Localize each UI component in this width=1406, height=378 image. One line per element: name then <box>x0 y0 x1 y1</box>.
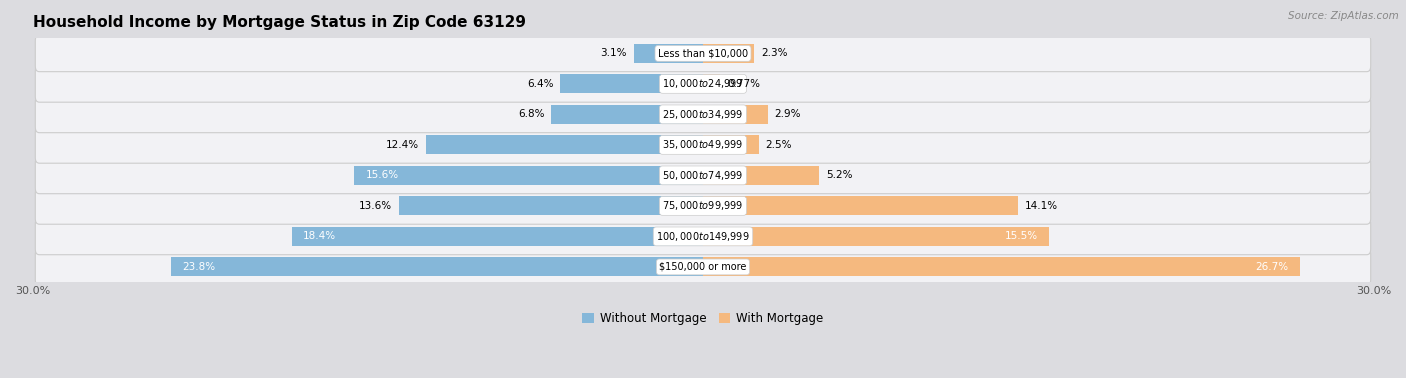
Text: 13.6%: 13.6% <box>360 201 392 211</box>
Text: 0.77%: 0.77% <box>727 79 759 89</box>
FancyBboxPatch shape <box>35 187 1371 224</box>
Text: Source: ZipAtlas.com: Source: ZipAtlas.com <box>1288 11 1399 21</box>
Text: 15.6%: 15.6% <box>366 170 399 180</box>
Text: $100,000 to $149,999: $100,000 to $149,999 <box>657 230 749 243</box>
Text: Household Income by Mortgage Status in Zip Code 63129: Household Income by Mortgage Status in Z… <box>32 15 526 30</box>
FancyBboxPatch shape <box>35 249 1371 285</box>
Text: Less than $10,000: Less than $10,000 <box>658 48 748 58</box>
Bar <box>703 74 720 93</box>
Text: $35,000 to $49,999: $35,000 to $49,999 <box>662 138 744 152</box>
Bar <box>172 257 703 276</box>
Bar <box>703 135 759 154</box>
Text: 6.4%: 6.4% <box>527 79 554 89</box>
Text: 23.8%: 23.8% <box>183 262 215 272</box>
Bar <box>634 44 703 63</box>
FancyBboxPatch shape <box>35 127 1371 163</box>
Bar <box>703 166 820 185</box>
Bar <box>703 44 755 63</box>
FancyBboxPatch shape <box>35 157 1371 194</box>
Bar <box>399 197 703 215</box>
FancyBboxPatch shape <box>35 35 1371 72</box>
Text: $10,000 to $24,999: $10,000 to $24,999 <box>662 77 744 90</box>
Bar <box>560 74 703 93</box>
Bar <box>354 166 703 185</box>
FancyBboxPatch shape <box>35 218 1371 255</box>
Text: 6.8%: 6.8% <box>517 109 544 119</box>
Bar <box>551 105 703 124</box>
Text: 12.4%: 12.4% <box>387 140 419 150</box>
Bar <box>703 197 1018 215</box>
Text: 2.3%: 2.3% <box>761 48 787 58</box>
Bar <box>426 135 703 154</box>
Legend: Without Mortgage, With Mortgage: Without Mortgage, With Mortgage <box>578 308 828 330</box>
Bar <box>703 105 768 124</box>
Text: $150,000 or more: $150,000 or more <box>659 262 747 272</box>
Text: 14.1%: 14.1% <box>1025 201 1057 211</box>
FancyBboxPatch shape <box>35 65 1371 102</box>
Text: 2.5%: 2.5% <box>766 140 792 150</box>
Text: 15.5%: 15.5% <box>1005 231 1038 242</box>
Text: $75,000 to $99,999: $75,000 to $99,999 <box>662 200 744 212</box>
Text: 5.2%: 5.2% <box>825 170 852 180</box>
Bar <box>292 227 703 246</box>
Text: 18.4%: 18.4% <box>304 231 336 242</box>
Text: $50,000 to $74,999: $50,000 to $74,999 <box>662 169 744 182</box>
Text: 3.1%: 3.1% <box>600 48 627 58</box>
Bar <box>703 227 1049 246</box>
FancyBboxPatch shape <box>35 96 1371 133</box>
Bar <box>703 257 1299 276</box>
Text: 2.9%: 2.9% <box>775 109 801 119</box>
Text: $25,000 to $34,999: $25,000 to $34,999 <box>662 108 744 121</box>
Text: 26.7%: 26.7% <box>1256 262 1288 272</box>
